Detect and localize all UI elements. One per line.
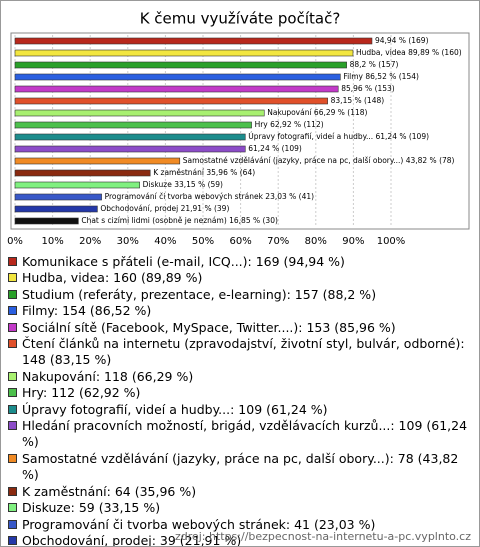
value-label: 61,24 % (109) [248,144,302,153]
legend-swatch [8,453,17,463]
value-label: Programování či tvorba webových stránek … [105,192,315,201]
value-label: Diskuze 33,15 % (59) [143,180,223,189]
legend-swatch [8,503,17,513]
legend-swatch [8,486,17,496]
legend-label: Diskuze: 59 (33,15 %) [22,500,161,516]
legend-label: Hudba, videa: 160 (89,89 %) [22,270,203,286]
value-label: K zaměstnání 35,96 % (64) [153,168,255,177]
legend-item: Nakupování: 118 (66,29 %) [8,369,470,385]
legend-label: Samostatné vzdělávání (jazyky, práce na … [22,450,459,483]
legend-swatch [8,339,17,349]
legend-swatch [8,289,17,299]
legend: Komunikace s přáteli (e-mail, ICQ...): 1… [8,254,470,547]
legend-label: Úpravy fotografií, videí a hudby...: 109… [22,401,328,417]
bar [14,157,181,165]
x-tick-label: 40% [154,236,176,247]
x-tick-label: 0% [7,236,23,247]
legend-swatch [8,257,17,266]
legend-swatch [8,306,17,316]
legend-item: Komunikace s přáteli (e-mail, ICQ...): 1… [8,254,470,270]
bar [14,217,79,225]
x-tick-label: 10% [41,236,63,247]
legend-item: Čtení článků na internetu (zpravodajství… [8,336,470,369]
plot-frame [10,32,470,230]
legend-item: Obchodování, prodej: 39 (21,91 %) [8,532,470,547]
chart-title: K čemu využíváte počítač? [140,10,341,28]
bar [14,85,339,93]
legend-label: Programování či tvorba webových stránek:… [22,516,376,532]
x-tick-label: 70% [267,236,289,247]
x-tick-label: 100% [377,236,406,247]
legend-item: Úpravy fotografií, videí a hudby...: 109… [8,402,470,418]
value-label: 85,96 % (153) [341,84,395,93]
x-tick-label: 20% [79,236,101,247]
chart: K čemu využíváte počítač? 0% 10% 20% 30% 40%… [7,10,470,247]
value-label: Úpravy fotografií, videí a hudby... 61,2… [248,132,429,141]
legend-item: Hledání pracovních možností, brigád, vzd… [8,418,470,451]
legend-item: Diskuze: 59 (33,15 %) [8,500,470,516]
legend-swatch [8,371,17,381]
legend-label: Nakupování: 118 (66,29 %) [22,368,194,384]
x-tick-label: 80% [305,236,327,247]
value-label: Hudba, videa 89,89 % (160) [356,48,462,57]
legend-swatch [8,519,17,529]
x-tick-label: 60% [229,236,251,247]
legend-swatch [8,535,17,545]
bar [14,145,246,153]
legend-label: Filmy: 154 (86,52 %) [22,303,152,319]
legend-swatch [8,404,17,414]
legend-label: Hry: 112 (62,92 %) [22,385,141,401]
value-label: Obchodování, prodej 21,91 % (39) [100,204,229,213]
value-label: Samostatné vzdělávání (jazyky, práce na … [183,156,455,165]
legend-item: Studium (referáty, prezentace, e-learnin… [8,287,470,303]
legend-item: Hry: 112 (62,92 %) [8,385,470,401]
x-tick-label: 90% [342,236,364,247]
value-label: Hry 62,92 % (112) [255,120,324,129]
bar [14,133,246,141]
bar [14,61,347,69]
value-label: Filmy 86,52 % (154) [343,72,419,81]
legend-label: Komunikace s přáteli (e-mail, ICQ...): 1… [22,254,345,269]
value-label: 88,2 % (157) [350,60,399,69]
value-label: 94,94 % (169) [375,36,429,45]
bar [14,49,354,57]
legend-label: Studium (referáty, prezentace, e-learnin… [22,286,377,302]
legend-swatch [8,388,17,398]
bar [14,37,373,45]
legend-swatch [8,322,17,332]
legend-label: Obchodování, prodej: 39 (21,91 %) [22,532,242,547]
bar [14,181,140,189]
legend-item: Samostatné vzdělávání (jazyky, práce na … [8,451,470,484]
legend-label: Sociální sítě (Facebook, MySpace, Twitte… [22,319,396,335]
bar [14,121,252,129]
value-label: Nakupování 66,29 % (118) [267,108,367,117]
source: zdroj: https://bezpecnost-na-internetu-a… [174,530,471,543]
bar [14,169,151,177]
legend-label: Hledání pracovních možností, brigád, vzd… [22,418,468,450]
bar [14,109,265,117]
legend-label: Čtení článků na internetu (zpravodajství… [22,336,465,368]
legend-item: Hudba, videa: 160 (89,89 %) [8,270,470,286]
legend-item: Programování či tvorba webových stránek:… [8,517,470,533]
value-label: 83,15 % (148) [331,96,385,105]
bar [14,193,102,201]
bar [14,97,328,105]
legend-item: Filmy: 154 (86,52 %) [8,303,470,319]
value-label: Chat s cizími lidmi (osobně je neznám) 1… [81,216,278,225]
x-tick-label: 50% [192,236,214,247]
bar [14,205,98,213]
legend-swatch [8,273,17,283]
legend-item: Sociální sítě (Facebook, MySpace, Twitte… [8,320,470,336]
legend-item: K zaměstnání: 64 (35,96 %) [8,484,470,500]
bar [14,73,341,81]
legend-label: K zaměstnání: 64 (35,96 %) [22,483,197,499]
legend-swatch [8,421,17,431]
x-tick-label: 30% [117,236,139,247]
